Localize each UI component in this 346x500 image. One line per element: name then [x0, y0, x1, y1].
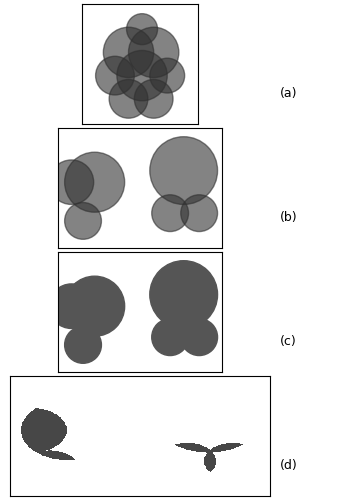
Circle shape — [49, 284, 94, 329]
Circle shape — [117, 50, 167, 101]
Text: (c): (c) — [280, 336, 297, 348]
Circle shape — [152, 195, 189, 232]
Circle shape — [181, 319, 218, 356]
Circle shape — [103, 27, 154, 78]
Circle shape — [152, 319, 189, 356]
Circle shape — [65, 202, 101, 239]
Circle shape — [134, 80, 173, 118]
Circle shape — [150, 260, 218, 328]
Text: (b): (b) — [280, 212, 298, 224]
Circle shape — [109, 80, 148, 118]
Circle shape — [95, 56, 134, 95]
Text: (d): (d) — [280, 460, 298, 472]
Circle shape — [49, 160, 94, 204]
Circle shape — [65, 152, 125, 212]
Circle shape — [65, 276, 125, 336]
Text: (a): (a) — [280, 88, 298, 101]
Circle shape — [65, 326, 101, 364]
Circle shape — [128, 27, 179, 78]
Circle shape — [150, 136, 218, 204]
Circle shape — [181, 195, 218, 232]
Circle shape — [127, 14, 157, 44]
Circle shape — [150, 58, 185, 93]
